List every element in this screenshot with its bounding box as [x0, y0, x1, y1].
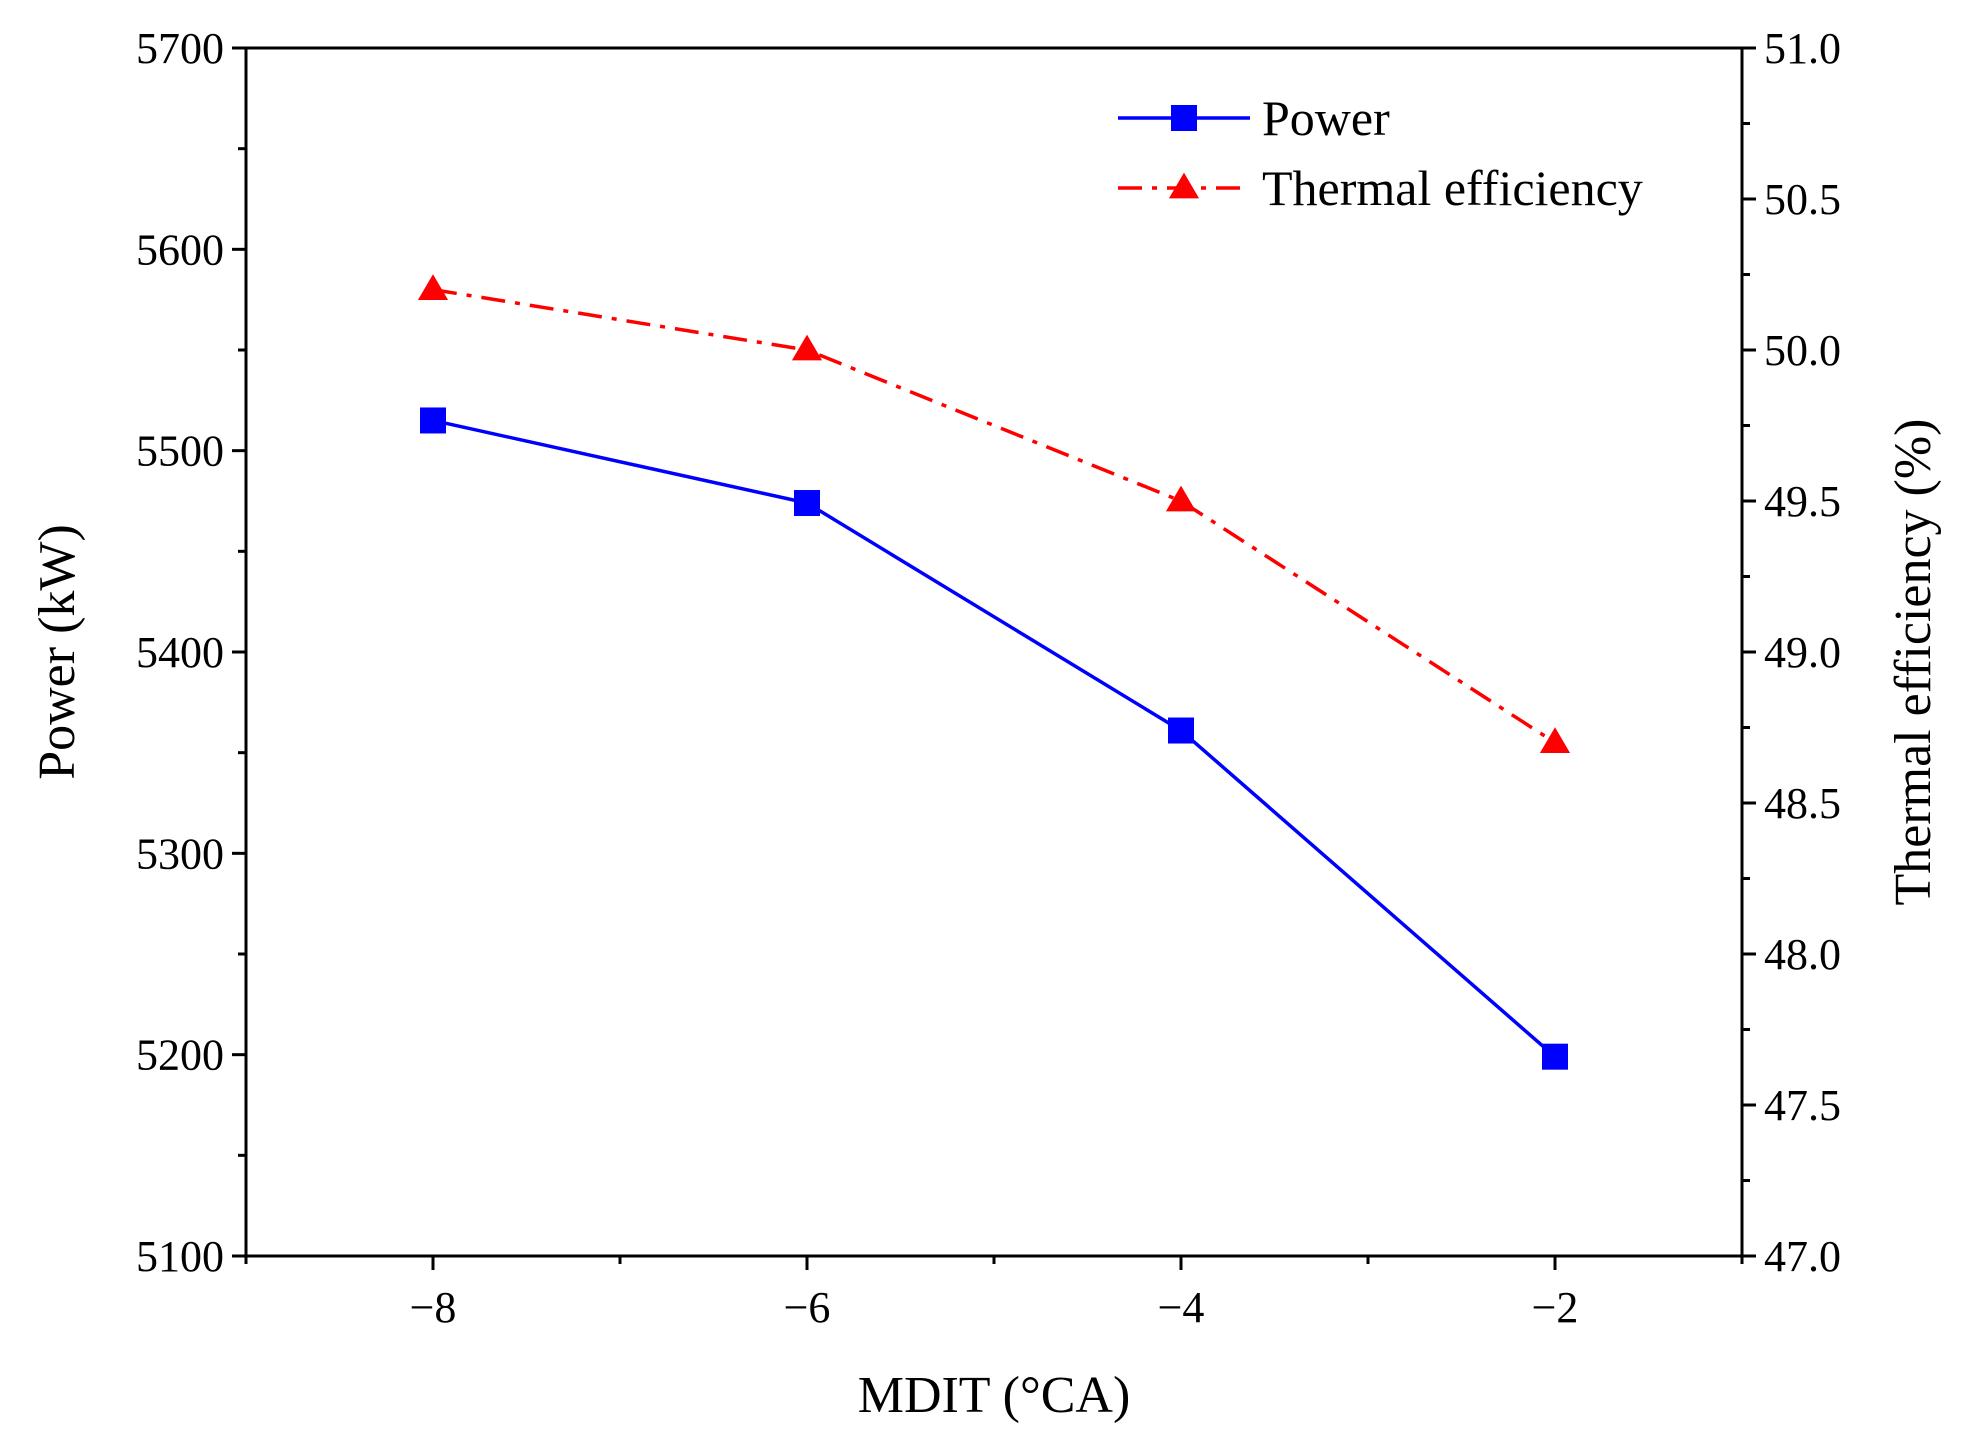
y-left-tick-label: 5600 — [136, 225, 224, 274]
x-tick-label: −6 — [784, 1283, 831, 1332]
y-right-tick-label: 48.5 — [1764, 779, 1841, 828]
legend-thermal-efficiency-marker — [1168, 172, 1200, 199]
x-tick-label: −4 — [1158, 1283, 1205, 1332]
thermal-efficiency-point — [417, 274, 449, 300]
y-right-tick-label: 49.0 — [1764, 628, 1841, 677]
plot-series — [417, 274, 1571, 1070]
thermal-efficiency-point — [791, 334, 823, 361]
y-left-tick-label: 5200 — [136, 1031, 224, 1080]
axes: −8 −6 −4 −2 5100 5200 5300 5400 5500 5600 5700 47.0… — [29, 24, 1942, 1424]
power-point — [1542, 1043, 1568, 1070]
x-axis-title: MDIT (°CA) — [858, 1367, 1131, 1424]
power-line — [432, 418, 1557, 1058]
y-right-axis-title: Thermal efficiency (%) — [1885, 419, 1942, 906]
x-tick-label: −8 — [410, 1283, 457, 1332]
y-right-tick-label: 48.0 — [1764, 930, 1841, 979]
y-right-tick-label: 47.0 — [1764, 1232, 1841, 1281]
y-left-tick-label: 5400 — [136, 628, 224, 677]
y-left-axis-title: Power (kW) — [29, 524, 86, 780]
y-right-tick-label: 50.5 — [1764, 175, 1841, 224]
y-right-tick-label: 49.5 — [1764, 477, 1841, 526]
legend-thermal-efficiency-label: Thermal efficiency — [1262, 160, 1643, 216]
y-left-tick-label: 5500 — [136, 427, 224, 476]
y-left-tick-label: 5300 — [136, 829, 224, 878]
legend: Power Thermal efficiency — [1118, 90, 1643, 216]
legend-power-label: Power — [1262, 90, 1390, 146]
y-right-tick-label: 50.0 — [1764, 326, 1841, 375]
legend-power-marker — [1171, 105, 1197, 131]
power-point — [794, 490, 820, 517]
y-left-tick-label: 5700 — [136, 24, 224, 73]
y-right-tick-label: 47.5 — [1764, 1081, 1841, 1130]
x-tick-label: −2 — [1532, 1283, 1579, 1332]
thermal-efficiency-point — [1165, 485, 1197, 512]
thermal-efficiency-point — [1539, 727, 1571, 753]
power-point — [420, 407, 446, 434]
y-right-tick-label: 51.0 — [1764, 24, 1841, 73]
y-left-tick-label: 5100 — [136, 1232, 224, 1281]
power-point — [1168, 717, 1194, 744]
